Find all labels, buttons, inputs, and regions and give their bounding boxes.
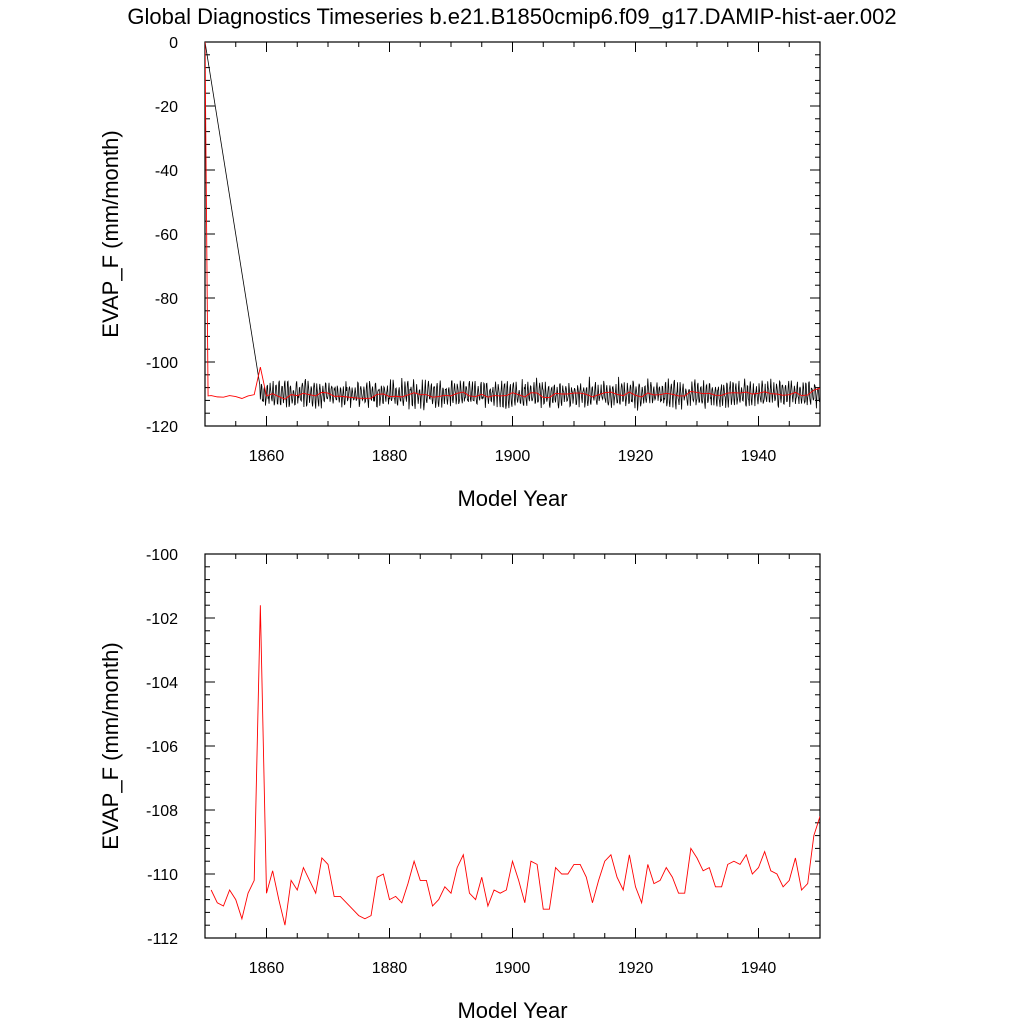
y-axis-title: EVAP_F (mm/month) [98,642,123,849]
series-line-annual [210,605,820,926]
y-tick-label: -100 [146,355,178,372]
plot-frame [204,553,821,939]
y-tick-label: -112 [147,931,178,948]
x-tick-label: 1900 [495,448,531,465]
y-tick-label: -102 [146,611,178,628]
chart-panel-bottom: 1860 1880 1900 1920 1940 -100 -102 -104 -106 -108… [98,547,821,1023]
x-tick-label: 1860 [249,960,285,977]
y-tick-label: -110 [147,867,178,884]
plot-frame [204,41,821,427]
y-tick-label: -120 [146,419,178,436]
y-tick-label: -60 [155,227,178,244]
series-line-monthly [205,42,820,411]
x-tick-label: 1940 [741,448,777,465]
x-tick-label: 1940 [741,960,777,977]
plot-area [205,42,820,411]
y-tick-label: -80 [155,291,178,308]
plot-area [210,605,820,926]
x-tick-label: 1880 [372,960,408,977]
y-tick-label: -106 [146,739,178,756]
chart-title: Global Diagnostics Timeseries b.e21.B185… [127,4,896,29]
x-axis-title: Model Year [457,998,567,1023]
y-tick-label: -40 [155,163,178,180]
chart-panel-top: 1860 1880 1900 1920 1940 0 -20 -40 -60 -80 -100 -12… [98,35,821,511]
x-tick-label: 1860 [249,448,285,465]
series-line-annual [205,42,820,400]
x-tick-label: 1880 [372,448,408,465]
y-tick-label: -104 [146,675,178,692]
y-tick-label: -108 [146,803,178,820]
x-tick-label: 1920 [618,448,654,465]
x-tick-label: 1920 [618,960,654,977]
y-axis-title: EVAP_F (mm/month) [98,130,123,337]
x-tick-label: 1900 [495,960,531,977]
x-axis-title: Model Year [457,486,567,511]
y-tick-label: -20 [155,99,178,116]
y-tick-label: 0 [169,35,178,52]
y-tick-label: -100 [146,547,178,564]
